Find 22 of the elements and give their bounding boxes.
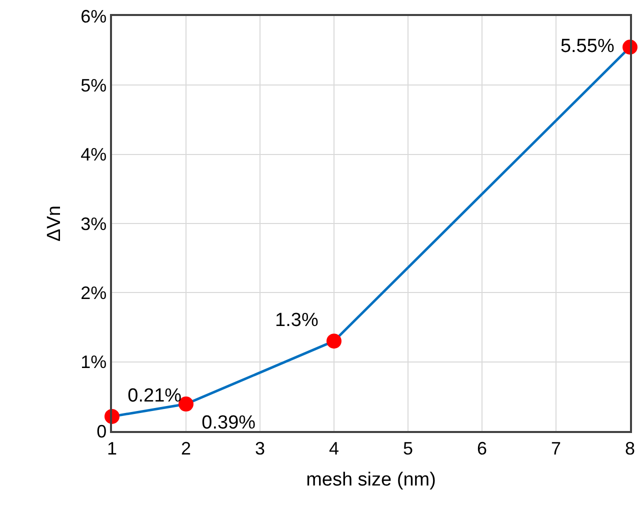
x-tick-label: 7	[550, 438, 562, 458]
y-tick-label: 1%	[80, 352, 107, 372]
x-tick-label: 8	[624, 438, 636, 458]
point	[326, 334, 342, 349]
x-tick-label: 6	[476, 438, 488, 458]
x-axis-title: mesh size (nm)	[306, 470, 436, 491]
y-axis-title: ΔVn	[44, 206, 65, 242]
y-tick-label: 3%	[80, 214, 107, 234]
x-tick-label: 4	[328, 438, 340, 458]
x-tick-label: 5	[402, 438, 414, 458]
data-label: 1.3%	[270, 310, 324, 331]
y-tick-label: 4%	[80, 144, 107, 165]
data-label: 0.39%	[196, 412, 261, 434]
y-tick-label: 5%	[80, 75, 107, 96]
data-label: 5.55%	[555, 36, 620, 57]
x-tick-label: 3	[254, 438, 266, 458]
data-label: 0.21%	[122, 385, 187, 406]
x-tick-label: 2	[180, 438, 192, 458]
y-tick-label: 2%	[80, 282, 107, 303]
y-tick-label: 0	[96, 421, 107, 442]
x-tick-label: 1	[106, 438, 118, 458]
y-tick-label: 6%	[80, 6, 107, 26]
